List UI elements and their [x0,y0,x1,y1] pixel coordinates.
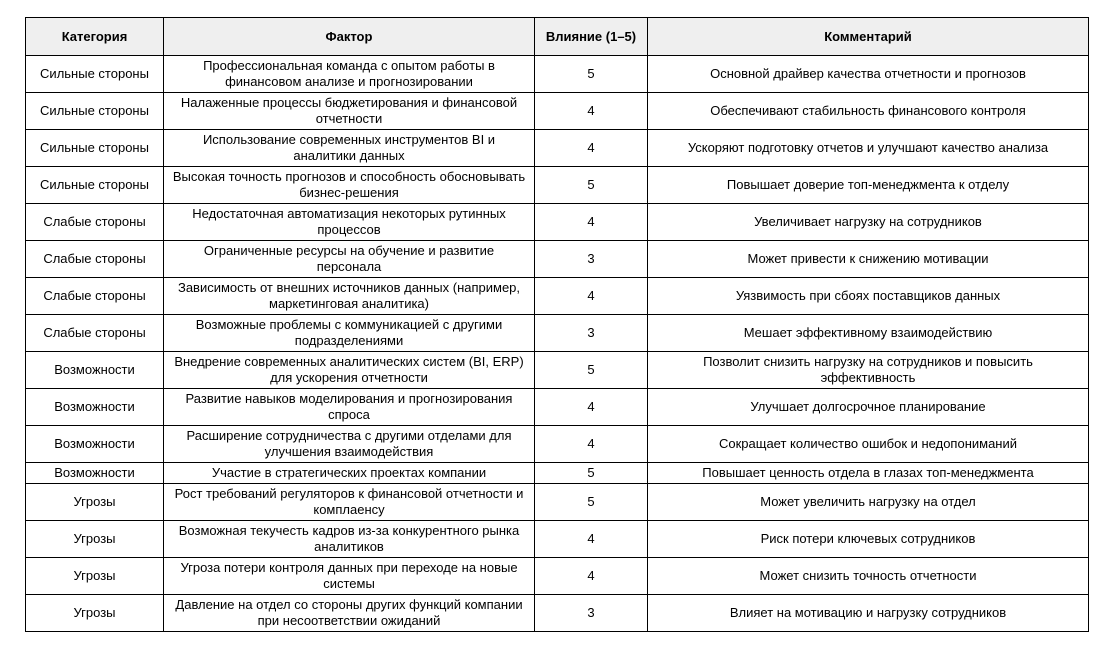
table-row: Возможности Развитие навыков моделирован… [25,388,1089,426]
cell-impact: 4 [534,388,648,426]
cell-comment: Улучшает долгосрочное планирование [647,388,1089,426]
cell-factor: Налаженные процессы бюджетирования и фин… [163,92,535,130]
cell-comment: Повышает ценность отдела в глазах топ-ме… [647,462,1089,484]
cell-factor: Профессиональная команда с опытом работы… [163,55,535,93]
cell-impact: 4 [534,520,648,558]
cell-comment: Увеличивает нагрузку на сотрудников [647,203,1089,241]
cell-factor: Внедрение современных аналитических сист… [163,351,535,389]
cell-comment: Может привести к снижению мотивации [647,240,1089,278]
cell-impact: 4 [534,557,648,595]
col-header-category: Категория [25,17,164,56]
cell-category: Слабые стороны [25,314,164,352]
cell-category: Возможности [25,425,164,463]
cell-category: Угрозы [25,557,164,595]
cell-category: Сильные стороны [25,129,164,167]
cell-factor: Давление на отдел со стороны других функ… [163,594,535,632]
cell-comment: Влияет на мотивацию и нагрузку сотрудник… [647,594,1089,632]
cell-comment: Повышает доверие топ-менеджмента к отдел… [647,166,1089,204]
cell-comment: Основной драйвер качества отчетности и п… [647,55,1089,93]
cell-factor: Развитие навыков моделирования и прогноз… [163,388,535,426]
cell-comment: Риск потери ключевых сотрудников [647,520,1089,558]
cell-factor: Участие в стратегических проектах компан… [163,462,535,484]
col-header-impact: Влияние (1–5) [534,17,648,56]
swot-table: Категория Фактор Влияние (1–5) Комментар… [25,17,1089,632]
cell-factor: Возможная текучесть кадров из-за конкуре… [163,520,535,558]
table-row: Возможности Участие в стратегических про… [25,462,1089,484]
document-page: Категория Фактор Влияние (1–5) Комментар… [25,17,1089,632]
cell-factor: Высокая точность прогнозов и способность… [163,166,535,204]
cell-factor: Возможные проблемы с коммуникацией с дру… [163,314,535,352]
cell-factor: Угроза потери контроля данных при перехо… [163,557,535,595]
cell-factor: Использование современных инструментов B… [163,129,535,167]
table-row: Возможности Внедрение современных аналит… [25,351,1089,389]
table-row: Сильные стороны Профессиональная команда… [25,55,1089,93]
col-header-factor: Фактор [163,17,535,56]
table-row: Сильные стороны Высокая точность прогноз… [25,166,1089,204]
cell-factor: Расширение сотрудничества с другими отде… [163,425,535,463]
cell-category: Возможности [25,462,164,484]
cell-impact: 3 [534,314,648,352]
cell-category: Слабые стороны [25,203,164,241]
table-row: Сильные стороны Использование современны… [25,129,1089,167]
table-row: Угрозы Давление на отдел со стороны друг… [25,594,1089,632]
cell-comment: Обеспечивают стабильность финансового ко… [647,92,1089,130]
table-row: Сильные стороны Налаженные процессы бюдж… [25,92,1089,130]
table-row: Угрозы Рост требований регуляторов к фин… [25,483,1089,521]
table-row: Слабые стороны Ограниченные ресурсы на о… [25,240,1089,278]
cell-comment: Уязвимость при сбоях поставщиков данных [647,277,1089,315]
cell-impact: 3 [534,594,648,632]
cell-comment: Сокращает количество ошибок и недопонима… [647,425,1089,463]
cell-factor: Зависимость от внешних источников данных… [163,277,535,315]
cell-impact: 4 [534,425,648,463]
table-row: Слабые стороны Зависимость от внешних ис… [25,277,1089,315]
cell-impact: 4 [534,92,648,130]
header-row: Категория Фактор Влияние (1–5) Комментар… [25,17,1089,56]
cell-category: Угрозы [25,483,164,521]
table-row: Возможности Расширение сотрудничества с … [25,425,1089,463]
cell-comment: Позволит снизить нагрузку на сотрудников… [647,351,1089,389]
cell-comment: Может увеличить нагрузку на отдел [647,483,1089,521]
cell-impact: 5 [534,351,648,389]
table-row: Слабые стороны Недостаточная автоматизац… [25,203,1089,241]
col-header-comment: Комментарий [647,17,1089,56]
cell-category: Угрозы [25,594,164,632]
cell-category: Возможности [25,351,164,389]
cell-impact: 5 [534,166,648,204]
cell-impact: 4 [534,277,648,315]
cell-category: Возможности [25,388,164,426]
cell-impact: 5 [534,462,648,484]
cell-factor: Ограниченные ресурсы на обучение и разви… [163,240,535,278]
cell-impact: 4 [534,129,648,167]
cell-category: Сильные стороны [25,92,164,130]
cell-factor: Недостаточная автоматизация некоторых ру… [163,203,535,241]
table-row: Слабые стороны Возможные проблемы с комм… [25,314,1089,352]
cell-impact: 4 [534,203,648,241]
cell-category: Сильные стороны [25,166,164,204]
cell-impact: 3 [534,240,648,278]
cell-category: Угрозы [25,520,164,558]
cell-impact: 5 [534,55,648,93]
table-row: Угрозы Возможная текучесть кадров из-за … [25,520,1089,558]
cell-category: Слабые стороны [25,240,164,278]
table-row: Угрозы Угроза потери контроля данных при… [25,557,1089,595]
cell-comment: Мешает эффективному взаимодействию [647,314,1089,352]
cell-factor: Рост требований регуляторов к финансовой… [163,483,535,521]
cell-comment: Ускоряют подготовку отчетов и улучшают к… [647,129,1089,167]
cell-impact: 5 [534,483,648,521]
cell-category: Сильные стороны [25,55,164,93]
cell-comment: Может снизить точность отчетности [647,557,1089,595]
cell-category: Слабые стороны [25,277,164,315]
